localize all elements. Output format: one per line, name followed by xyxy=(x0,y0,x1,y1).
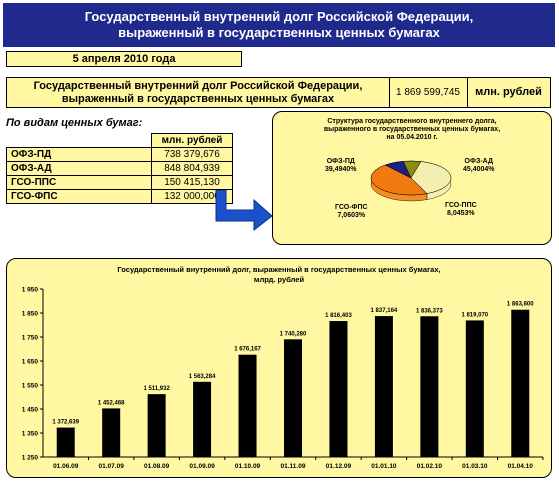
x-tick-label: 01.08.09 xyxy=(144,463,170,470)
pie-slice xyxy=(410,161,452,194)
bar xyxy=(420,316,439,457)
x-tick-label: 01.10.09 xyxy=(235,463,261,470)
summary-row: Государственный внутренний долг Российск… xyxy=(6,77,551,108)
table-row: ГСО-ППС 150 415,130 xyxy=(6,175,233,190)
y-tick-label: 1 550 xyxy=(22,383,39,390)
pie-label-ofz-pd: ОФЗ-ПД 39,4940% xyxy=(325,158,357,174)
bar-value-label: 1 372,639 xyxy=(52,420,79,426)
x-tick-label: 01.02.10 xyxy=(417,463,443,470)
row-value: 848 804,939 xyxy=(151,161,233,176)
bar-value-label: 1 740,280 xyxy=(280,331,307,337)
y-tick-label: 1 350 xyxy=(22,431,39,438)
bar-value-label: 1 563,284 xyxy=(189,374,216,380)
pie-label-ofz-ad: ОФЗ-АД 45,4004% xyxy=(463,158,495,174)
row-name: ГСО-ФПС xyxy=(6,189,152,204)
pie-label-pct: 8,0453% xyxy=(447,210,475,217)
pie-chart xyxy=(370,160,452,202)
x-tick-label: 01.07.09 xyxy=(99,463,125,470)
pie-label-pct: 39,4940% xyxy=(325,166,357,173)
pie-panel: Структура государственного внутреннего д… xyxy=(272,111,552,245)
x-tick-label: 01.12.09 xyxy=(326,463,352,470)
bar-chart: Государственный внутренний долг, выражен… xyxy=(22,265,544,470)
pie-label-gso-pps: ГСО-ППС 8,0453% xyxy=(445,202,477,218)
pie-label-pct: 45,4004% xyxy=(463,166,495,173)
row-value: 150 415,130 xyxy=(151,175,233,190)
pie-slice xyxy=(402,160,422,179)
bar-value-label: 1 452,468 xyxy=(98,400,125,406)
bar xyxy=(147,394,166,457)
table-header-blank xyxy=(6,133,152,148)
pie-label-name: ГСО-ФПС xyxy=(335,204,368,211)
bar-value-label: 1 819,070 xyxy=(461,312,488,318)
bar xyxy=(284,339,302,457)
table-row: ГСО-ФПС 132 000,000 xyxy=(6,189,233,204)
pie-label-gso-fps: ГСО-ФПС 7,0603% xyxy=(335,204,368,220)
pie-title: Структура государственного внутреннего д… xyxy=(273,118,551,142)
y-tick-label: 1 450 xyxy=(22,407,39,414)
pie-title-line1: Структура государственного внутреннего д… xyxy=(327,118,497,125)
summary-value: 1 869 599,745 xyxy=(389,78,468,107)
table-row: ОФЗ-ПД 738 379,676 xyxy=(6,147,233,162)
bar xyxy=(193,381,212,457)
pie-label-name: ОФЗ-ПД xyxy=(326,158,355,165)
summary-label-line1: Государственный внутренний долг Российск… xyxy=(33,79,363,92)
row-value: 132 000,000 xyxy=(151,189,233,204)
pie-label-pct: 7,0603% xyxy=(337,212,366,219)
by-type-table: млн. рублей ОФЗ-ПД 738 379,676 ОФЗ-АД 84… xyxy=(6,133,233,204)
pie-label-name: ОФЗ-АД xyxy=(464,158,493,165)
x-tick-label: 01.01.10 xyxy=(371,463,397,470)
page-header: Государственный внутренний долг Российск… xyxy=(3,3,555,47)
bar xyxy=(238,354,257,457)
bar-chart-panel: Государственный внутренний долг, выражен… xyxy=(6,258,552,478)
bar-value-label: 1 836,373 xyxy=(416,308,443,314)
bar-value-label: 1 837,164 xyxy=(371,308,398,314)
pie-title-line3: на 05.04.2010 г. xyxy=(386,134,438,141)
report-date: 5 апреля 2010 года xyxy=(6,51,242,67)
bar xyxy=(374,316,393,457)
pie-label-name: ГСО-ППС xyxy=(445,202,477,209)
header-title-line1: Государственный внутренний долг Российск… xyxy=(84,9,474,24)
y-tick-label: 1 950 xyxy=(22,287,39,294)
by-type-heading: По видам ценных бумаг: xyxy=(6,117,143,129)
arrow-right-icon xyxy=(215,190,273,232)
bar-value-label: 1 863,600 xyxy=(507,302,534,308)
row-value: 738 379,676 xyxy=(151,147,233,162)
bar-chart-title: Государственный внутренний долг, выражен… xyxy=(117,265,440,274)
y-tick-label: 1 650 xyxy=(22,359,39,366)
pie-title-line2: выраженного в государственных ценных бум… xyxy=(323,126,501,133)
summary-label-line2: выраженный в государственных ценных бума… xyxy=(61,92,335,105)
x-tick-label: 01.06.09 xyxy=(53,463,79,470)
bar xyxy=(56,427,75,457)
x-tick-label: 01.03.10 xyxy=(462,463,488,470)
x-tick-label: 01.09.09 xyxy=(189,463,215,470)
bar xyxy=(465,320,484,457)
bar xyxy=(102,408,121,457)
y-tick-label: 1 850 xyxy=(22,311,39,318)
summary-unit: млн. рублей xyxy=(475,86,542,98)
bar-value-label: 1 511,932 xyxy=(143,386,170,392)
bar-value-label: 1 816,403 xyxy=(325,313,352,319)
pie-slice xyxy=(370,164,428,196)
x-tick-label: 01.04.10 xyxy=(508,463,534,470)
bar xyxy=(329,321,348,457)
y-tick-label: 1 750 xyxy=(22,335,39,342)
summary-label: Государственный внутренний долг Российск… xyxy=(7,78,390,107)
row-name: ГСО-ППС xyxy=(6,175,152,190)
table-header-row: млн. рублей xyxy=(6,133,233,148)
bar-value-label: 1 676,167 xyxy=(234,347,261,353)
row-name: ОФЗ-АД xyxy=(6,161,152,176)
header-title-line2: выраженный в государственных ценных бума… xyxy=(118,25,440,40)
bar-chart-subtitle: млрд. рублей xyxy=(254,275,305,284)
y-tick-label: 1 250 xyxy=(22,455,39,462)
row-name: ОФЗ-ПД xyxy=(6,147,152,162)
bar xyxy=(511,309,530,457)
x-tick-label: 01.11.09 xyxy=(281,463,306,470)
table-header-unit: млн. рублей xyxy=(151,133,233,148)
table-row: ОФЗ-АД 848 804,939 xyxy=(6,161,233,176)
